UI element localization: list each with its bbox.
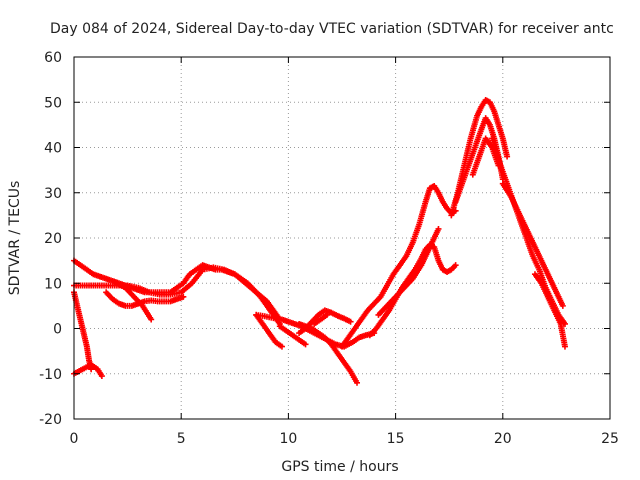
- x-axis-label: GPS time / hours: [281, 459, 398, 475]
- series-track-n: [366, 241, 459, 339]
- data-point: [452, 262, 459, 269]
- y-tick-label: 10: [44, 276, 62, 292]
- data-point: [323, 311, 330, 318]
- series-track-u: [531, 271, 568, 350]
- data-point: [347, 318, 354, 325]
- y-axis-label: SDTVAR / TECUs: [7, 181, 23, 296]
- series-track-k: [296, 307, 354, 337]
- data-point: [354, 379, 361, 386]
- series-track-r: [469, 135, 502, 178]
- chart-title: Day 084 of 2024, Sidereal Day-to-day VTE…: [50, 21, 614, 37]
- data-point: [561, 343, 568, 350]
- data-point: [302, 341, 309, 348]
- data-point: [504, 153, 511, 160]
- series-track-o: [375, 225, 442, 318]
- x-tick-label: 0: [70, 431, 79, 447]
- y-tick-label: 40: [44, 141, 62, 157]
- x-tick-label: 20: [494, 431, 512, 447]
- x-tick-label: 15: [387, 431, 405, 447]
- grid-lines: [74, 57, 610, 419]
- y-tick-label: 50: [44, 95, 62, 111]
- data-points: [71, 96, 568, 386]
- series-track-h: [253, 311, 285, 350]
- axis-ticks: 0 5 10 15 20 25 -20 -10 0 10 20 30 40 50 60: [39, 50, 619, 447]
- data-point: [148, 316, 155, 323]
- y-tick-label: -10: [39, 367, 62, 383]
- series-track-d: [113, 280, 155, 323]
- data-point: [180, 293, 187, 300]
- series-track-p: [448, 96, 511, 219]
- series-track-l: [311, 311, 330, 327]
- y-tick-label: -20: [39, 412, 62, 428]
- data-point: [435, 225, 442, 232]
- y-tick-label: 60: [44, 50, 62, 66]
- x-tick-label: 25: [601, 431, 619, 447]
- x-tick-label: 10: [279, 431, 297, 447]
- series-track-f: [71, 361, 105, 380]
- y-tick-label: 20: [44, 231, 62, 247]
- series-track-b: [71, 264, 283, 323]
- series-track-t: [499, 180, 566, 309]
- series-track-e: [71, 289, 95, 373]
- data-point: [98, 373, 105, 380]
- series-track-i: [276, 323, 309, 348]
- data-point: [278, 343, 285, 350]
- y-tick-label: 30: [44, 186, 62, 202]
- y-tick-label: 0: [53, 322, 62, 338]
- data-point: [559, 302, 566, 309]
- x-tick-label: 5: [177, 431, 186, 447]
- series-track-m: [339, 182, 459, 350]
